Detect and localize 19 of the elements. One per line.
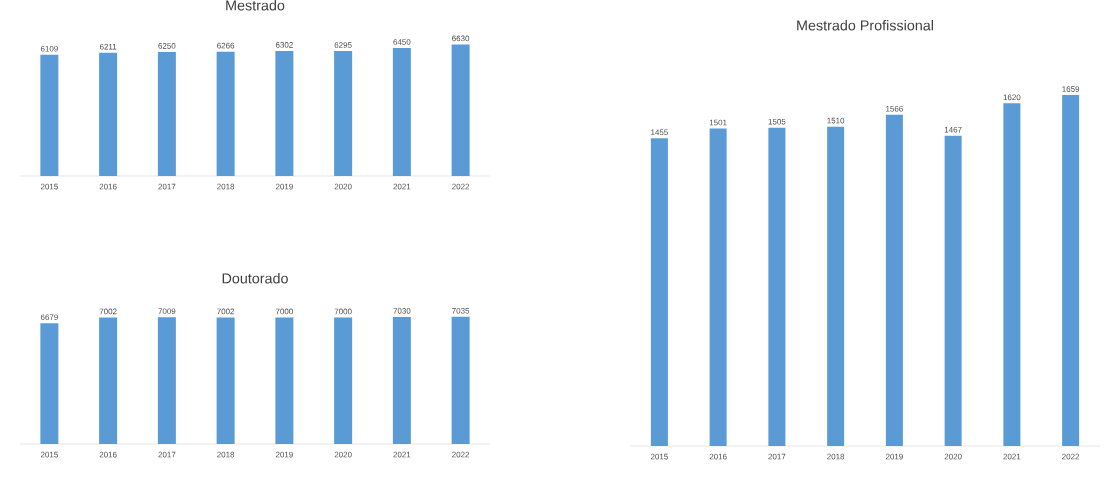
bar bbox=[451, 44, 470, 176]
bar bbox=[1003, 103, 1021, 446]
bar bbox=[392, 47, 411, 176]
bar bbox=[40, 54, 59, 176]
bar bbox=[157, 51, 176, 176]
chart-title: Doutorado bbox=[222, 272, 288, 284]
bar bbox=[1062, 95, 1080, 446]
bar bbox=[827, 126, 845, 446]
chart-title: Mestrado Profissional bbox=[797, 19, 933, 31]
bar bbox=[885, 114, 903, 446]
bar bbox=[334, 51, 353, 176]
bar bbox=[709, 128, 727, 446]
bar bbox=[216, 51, 235, 176]
bar bbox=[768, 127, 786, 446]
bar bbox=[650, 138, 668, 446]
bar bbox=[275, 50, 294, 176]
chart-title: Mestrado bbox=[226, 0, 285, 11]
bar bbox=[99, 52, 118, 176]
bar bbox=[944, 135, 962, 446]
